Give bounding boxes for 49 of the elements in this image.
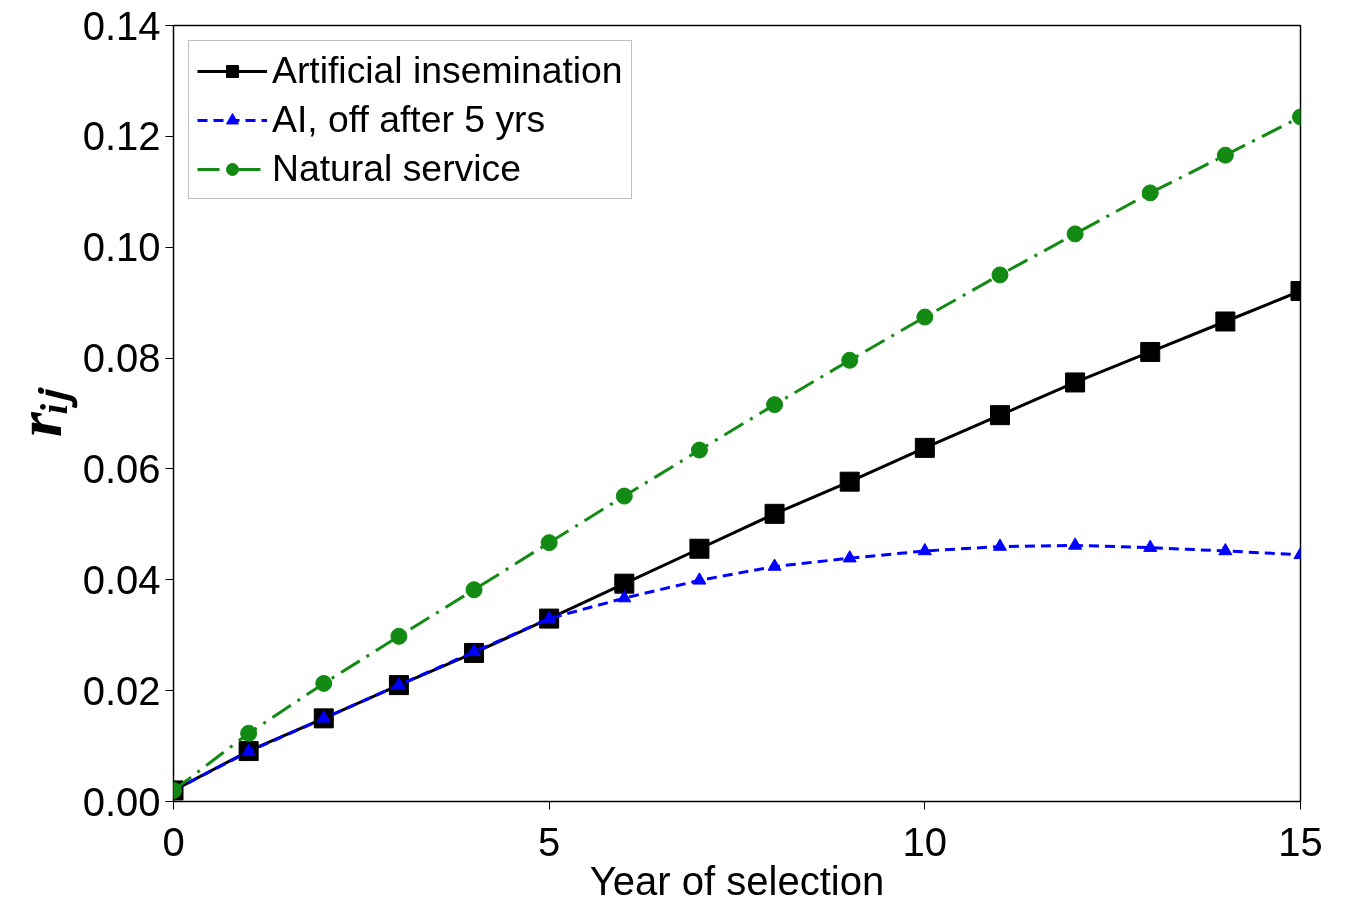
x-tick-label: 10	[902, 819, 948, 864]
point	[614, 573, 635, 594]
point	[1141, 184, 1159, 202]
y-tick-label: 0.00	[82, 779, 161, 824]
legend-label: Natural service	[272, 147, 521, 190]
point	[689, 538, 710, 559]
point	[766, 396, 784, 414]
y-tick-label: 0.02	[82, 668, 161, 713]
x-axis-title: Year of selection	[589, 858, 885, 903]
x-tick-label: 15	[1278, 819, 1323, 864]
point	[617, 590, 632, 603]
legend-label: Artificial insemination	[272, 49, 623, 92]
point	[839, 471, 860, 492]
y-tick-label: 0.08	[82, 336, 161, 381]
y-tick-label: 0.12	[82, 114, 161, 159]
point	[991, 266, 1009, 284]
point	[1215, 311, 1236, 332]
point	[916, 308, 934, 326]
y-axis-title: rᵢⱼ	[3, 387, 78, 437]
y-tick-label: 0.04	[82, 557, 161, 602]
point	[315, 674, 333, 692]
y-tick-label: 0.06	[82, 446, 161, 491]
point	[1065, 372, 1086, 393]
point	[767, 558, 782, 571]
point	[1066, 225, 1084, 243]
point	[764, 503, 785, 524]
point	[240, 724, 258, 742]
point	[1143, 539, 1158, 552]
point	[465, 581, 483, 599]
point	[992, 538, 1007, 551]
point	[989, 405, 1010, 426]
point	[690, 441, 708, 459]
point	[1218, 542, 1233, 556]
point	[917, 542, 932, 556]
point	[692, 572, 707, 585]
point	[842, 550, 857, 563]
point	[914, 437, 935, 458]
point	[540, 534, 558, 552]
point	[841, 351, 859, 369]
x-tick-label: 0	[162, 819, 185, 864]
y-tick-label: 0.14	[82, 3, 161, 48]
point	[1216, 146, 1234, 164]
point	[615, 487, 633, 505]
y-tick-label: 0.10	[82, 225, 161, 270]
point	[390, 627, 408, 645]
legend-label: AI, off after 5 yrs	[272, 98, 546, 141]
x-tick-label: 5	[538, 819, 561, 864]
point	[1140, 341, 1161, 362]
point	[1068, 537, 1083, 550]
